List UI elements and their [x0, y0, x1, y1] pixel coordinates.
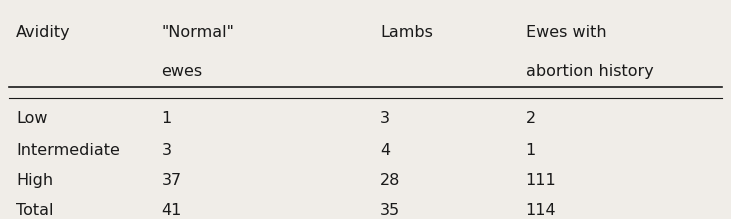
Text: 2: 2	[526, 111, 536, 126]
Text: 37: 37	[162, 173, 182, 188]
Text: 3: 3	[380, 111, 390, 126]
Text: Ewes with: Ewes with	[526, 25, 606, 40]
Text: abortion history: abortion history	[526, 64, 654, 79]
Text: "Normal": "Normal"	[162, 25, 235, 40]
Text: Total: Total	[16, 203, 53, 218]
Text: 41: 41	[162, 203, 182, 218]
Text: 3: 3	[162, 143, 172, 158]
Text: ewes: ewes	[162, 64, 202, 79]
Text: 111: 111	[526, 173, 556, 188]
Text: Lambs: Lambs	[380, 25, 433, 40]
Text: Low: Low	[16, 111, 48, 126]
Text: Avidity: Avidity	[16, 25, 71, 40]
Text: 35: 35	[380, 203, 400, 218]
Text: 1: 1	[162, 111, 172, 126]
Text: High: High	[16, 173, 53, 188]
Text: 28: 28	[380, 173, 401, 188]
Text: 114: 114	[526, 203, 556, 218]
Text: 1: 1	[526, 143, 536, 158]
Text: Intermediate: Intermediate	[16, 143, 120, 158]
Text: 4: 4	[380, 143, 390, 158]
